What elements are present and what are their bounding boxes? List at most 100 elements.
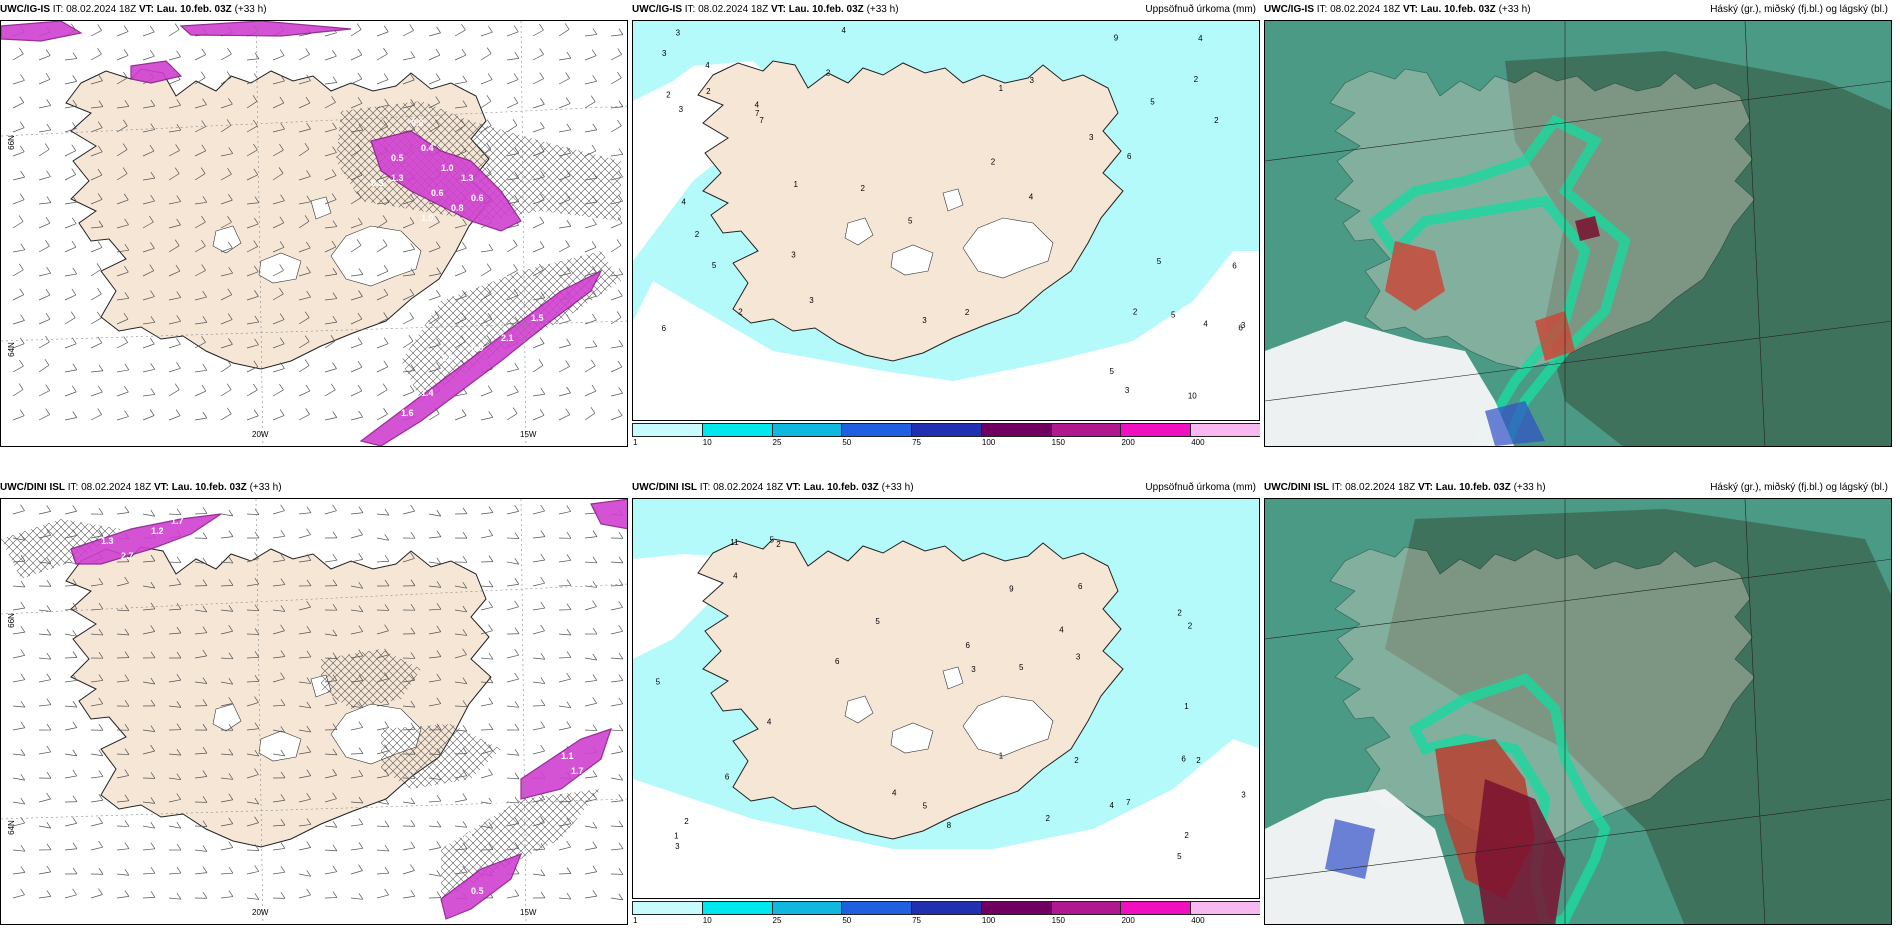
wind-barb-feather xyxy=(46,745,52,753)
wind-barb xyxy=(324,849,337,852)
wind-barb xyxy=(558,559,571,563)
colorbar-swatch xyxy=(1190,423,1260,437)
wind-barb-feather xyxy=(124,700,130,707)
wind-barb-feather xyxy=(202,557,208,564)
wind-barb-feather xyxy=(592,697,597,704)
wind-barb-feather xyxy=(176,723,182,730)
wind-barb-feather xyxy=(280,650,286,657)
wind-barb-feather xyxy=(592,123,598,131)
wind-barb xyxy=(428,608,442,611)
wind-barb xyxy=(116,77,128,85)
wind-barb xyxy=(376,750,389,755)
panel-precip-ig-top: UWC/IG-IS IT: 08.02.2024 18Z VT: Lau. 10… xyxy=(632,0,1260,447)
wind-barb-feather xyxy=(460,119,466,126)
wind-barb xyxy=(298,534,311,539)
wind-barb-feather xyxy=(540,624,545,632)
wind-barb-feather xyxy=(358,864,363,871)
colorbar-swatch xyxy=(980,423,1052,437)
glacier xyxy=(330,225,422,287)
wind-barb-feather xyxy=(228,530,234,537)
model-name: UWC/IG-IS xyxy=(0,4,50,15)
wind-barb xyxy=(454,799,467,803)
wind-barb-feather xyxy=(202,579,208,586)
wind-barb-feather xyxy=(176,50,181,58)
wind-barb xyxy=(454,825,467,828)
precip-band xyxy=(179,21,352,37)
wind-barb xyxy=(402,847,415,851)
wind-barb xyxy=(272,848,285,851)
wind-barb xyxy=(324,102,336,109)
colorbar-label: 10 xyxy=(702,916,712,925)
colorbar-label: 100 xyxy=(981,916,996,925)
wind-barb xyxy=(168,104,181,109)
wind-barb-feather xyxy=(462,531,468,539)
wind-barb-feather xyxy=(279,264,284,271)
wind-barb xyxy=(402,199,415,205)
wind-barb-feather xyxy=(436,650,442,657)
wind-barb-feather xyxy=(254,196,260,203)
wind-barb xyxy=(38,390,50,397)
wind-barb xyxy=(12,727,25,731)
wind-barb xyxy=(116,199,129,205)
precip-value-label: 1 xyxy=(674,832,679,841)
wind-barb xyxy=(506,561,519,565)
wind-barb xyxy=(376,630,389,635)
wind-barb xyxy=(142,129,155,133)
vt-label: VT: xyxy=(770,4,786,15)
precip-value-label: 3 xyxy=(971,665,976,674)
wind-barb xyxy=(454,125,466,133)
wind-barb xyxy=(64,680,77,683)
wind-barb xyxy=(246,389,258,397)
wind-barb xyxy=(142,200,155,205)
wind-barb-feather xyxy=(176,821,182,829)
wind-barb xyxy=(64,294,77,301)
wind-barb xyxy=(12,705,25,708)
wind-barb xyxy=(272,247,285,253)
wind-barb-feather xyxy=(202,196,208,203)
wind-barb-feather xyxy=(410,748,416,755)
precip-value-label: 4 xyxy=(767,717,772,726)
wind-barb-feather xyxy=(202,770,208,777)
wind-barb-feather xyxy=(254,217,259,225)
wind-barb xyxy=(142,150,155,157)
wind-barb-feather xyxy=(228,697,233,704)
iceland-land xyxy=(697,538,1124,840)
wind-barb-feather xyxy=(306,793,311,800)
wind-barb-feather xyxy=(592,627,598,635)
wind-barb-feather xyxy=(124,748,130,755)
wind-barb-feather xyxy=(226,71,232,78)
wind-barb xyxy=(402,57,415,61)
wind-barb-feather xyxy=(357,312,363,320)
wind-barb xyxy=(584,365,596,373)
wind-barb xyxy=(90,535,103,539)
wind-barb xyxy=(428,413,440,421)
wind-barb xyxy=(558,873,572,875)
wind-barb-feather xyxy=(410,627,416,634)
precip-band xyxy=(370,130,522,232)
wind-value-label: 1.7 xyxy=(171,516,184,526)
precip-value-label: 2 xyxy=(991,157,996,166)
wind-barb-feather xyxy=(176,362,181,369)
wind-barb xyxy=(220,221,232,229)
wind-value-label: 2.1 xyxy=(491,796,504,806)
precip-value-label: 8 xyxy=(947,821,952,830)
wind-barb-feather xyxy=(332,362,337,369)
wind-barb-feather xyxy=(19,121,25,128)
wind-barb xyxy=(610,848,623,851)
wind-barb-feather xyxy=(618,170,623,178)
wind-barb-feather xyxy=(228,793,234,800)
wind-barb xyxy=(610,274,623,277)
wind-barb-feather xyxy=(46,557,52,564)
wind-barb xyxy=(558,175,571,181)
wind-barb xyxy=(610,176,623,181)
wind-barb-feather xyxy=(410,504,415,512)
wind-barb xyxy=(90,151,103,157)
wind-barb xyxy=(38,79,51,85)
wind-barb xyxy=(506,294,519,301)
wind-barb-feather xyxy=(254,722,260,729)
wind-barb-feather xyxy=(124,506,130,513)
clear-area xyxy=(1265,321,1515,446)
wind-barb-feather xyxy=(20,243,26,250)
wind-barb xyxy=(194,561,207,565)
wind-barb-feather xyxy=(384,98,389,106)
